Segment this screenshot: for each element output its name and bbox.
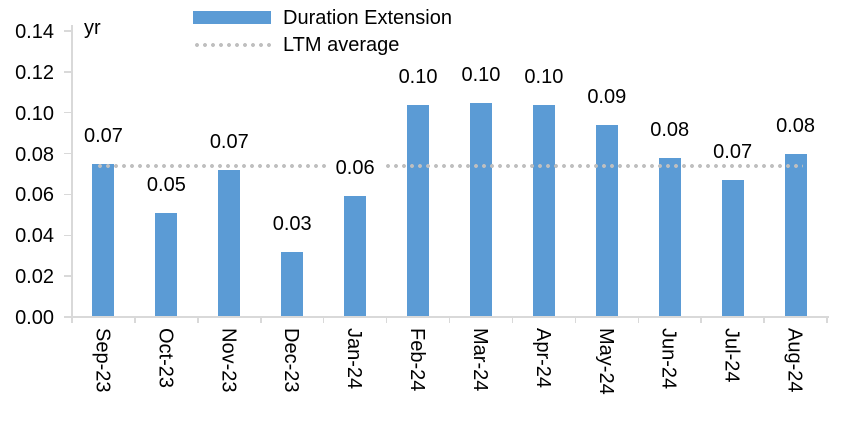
bar-nov-23 [218,169,241,316]
bar-value-label-oct-23: 0.05 [138,172,195,197]
y-axis-tick-label-0.14: 0.14 [15,21,54,43]
x-axis-tick-mark [134,317,136,323]
x-axis-label-sep-23: Sep-23 [91,328,114,393]
y-axis-tick-mark [64,152,72,155]
legend-item-duration-extension: Duration Extension [193,4,452,31]
x-axis-label-apr-24: Apr-24 [531,328,554,389]
y-axis-tick-mark [64,316,72,318]
bar-sep-23 [92,163,115,316]
bar-value-label-aug-24: 0.08 [767,113,824,138]
bar-apr-24 [532,104,555,316]
x-axis-tick-mark [385,317,388,323]
legend-bar-swatch-icon [193,11,271,24]
legend-label-ltm-average: LTM average [283,33,400,56]
y-axis-tick-label-0.06: 0.06 [15,184,54,207]
bar-jun-24 [658,157,681,316]
x-axis-label-dec-23: Dec-23 [280,328,303,393]
y-axis-tick-mark [64,30,72,32]
x-axis-label-jan-24: Jan-24 [343,328,366,390]
x-axis-label-aug-24: Aug-24 [783,328,806,393]
x-axis-label-feb-24: Feb-24 [406,328,429,392]
bar-value-label-nov-23: 0.07 [201,129,258,154]
bar-value-label-jan-24: 0.06 [327,156,384,181]
y-axis-tick-label-0.04: 0.04 [15,225,54,248]
bar-aug-24 [784,153,807,316]
y-axis-tick-mark [64,111,72,114]
x-axis-tick-mark [763,317,765,323]
chart-legend: Duration Extension LTM average [193,4,452,58]
x-axis-tick-mark [260,317,262,323]
y-axis-tick-label-0.12: 0.12 [15,61,54,84]
bar-may-24 [595,124,618,316]
x-axis-label-jul-24: Jul-24 [720,328,743,383]
x-axis-label-nov-23: Nov-23 [217,328,240,393]
x-axis-label-may-24: May-24 [594,328,617,395]
legend-item-ltm-average: LTM average [193,31,452,58]
x-axis-tick-mark [197,317,199,323]
y-axis-tick-mark [64,193,72,196]
x-axis-label-mar-24: Mar-24 [468,328,491,392]
y-axis-tick-label-0.00: 0.00 [15,307,54,329]
y-axis-tick-mark [64,71,72,73]
bar-value-label-jul-24: 0.07 [704,140,761,165]
bar-value-label-dec-23: 0.03 [264,211,321,236]
y-axis-tick-label-0.08: 0.08 [15,143,54,166]
legend-dotted-line-swatch-icon [193,42,271,47]
ltm-average-line [96,163,803,168]
x-axis-label-oct-23: Oct-23 [154,328,177,389]
bar-feb-24 [407,104,430,316]
bar-value-label-mar-24: 0.10 [452,62,509,87]
legend-label-duration-extension: Duration Extension [283,6,452,29]
y-axis-tick-mark [64,234,72,237]
x-axis-tick-mark [574,317,577,323]
x-axis-tick-mark [71,317,73,323]
y-axis-tick-label-0.10: 0.10 [15,102,54,125]
y-axis-line [71,25,73,318]
bar-jul-24 [721,180,744,316]
bar-dec-23 [281,251,304,316]
y-axis-tick-mark [64,275,72,277]
x-axis-tick-mark [448,317,451,323]
bar-value-label-apr-24: 0.10 [515,64,572,89]
bar-jan-24 [344,196,367,316]
bar-mar-24 [469,102,492,316]
x-axis-line [72,316,829,318]
y-axis-unit-label: yr [84,17,101,39]
x-axis-tick-mark [826,317,828,323]
bar-value-label-jun-24: 0.08 [641,117,698,142]
y-axis-tick-label-0.02: 0.02 [15,266,54,289]
x-axis-tick-mark [637,317,639,323]
x-axis-tick-mark [511,317,514,323]
bar-value-label-may-24: 0.09 [578,84,635,109]
x-axis-tick-mark [700,317,702,323]
bar-value-label-sep-23: 0.07 [75,123,132,148]
x-axis-label-jun-24: Jun-24 [657,328,680,390]
bar-value-label-feb-24: 0.10 [390,64,447,89]
bar-oct-23 [155,212,178,316]
x-axis-tick-mark [322,317,325,323]
